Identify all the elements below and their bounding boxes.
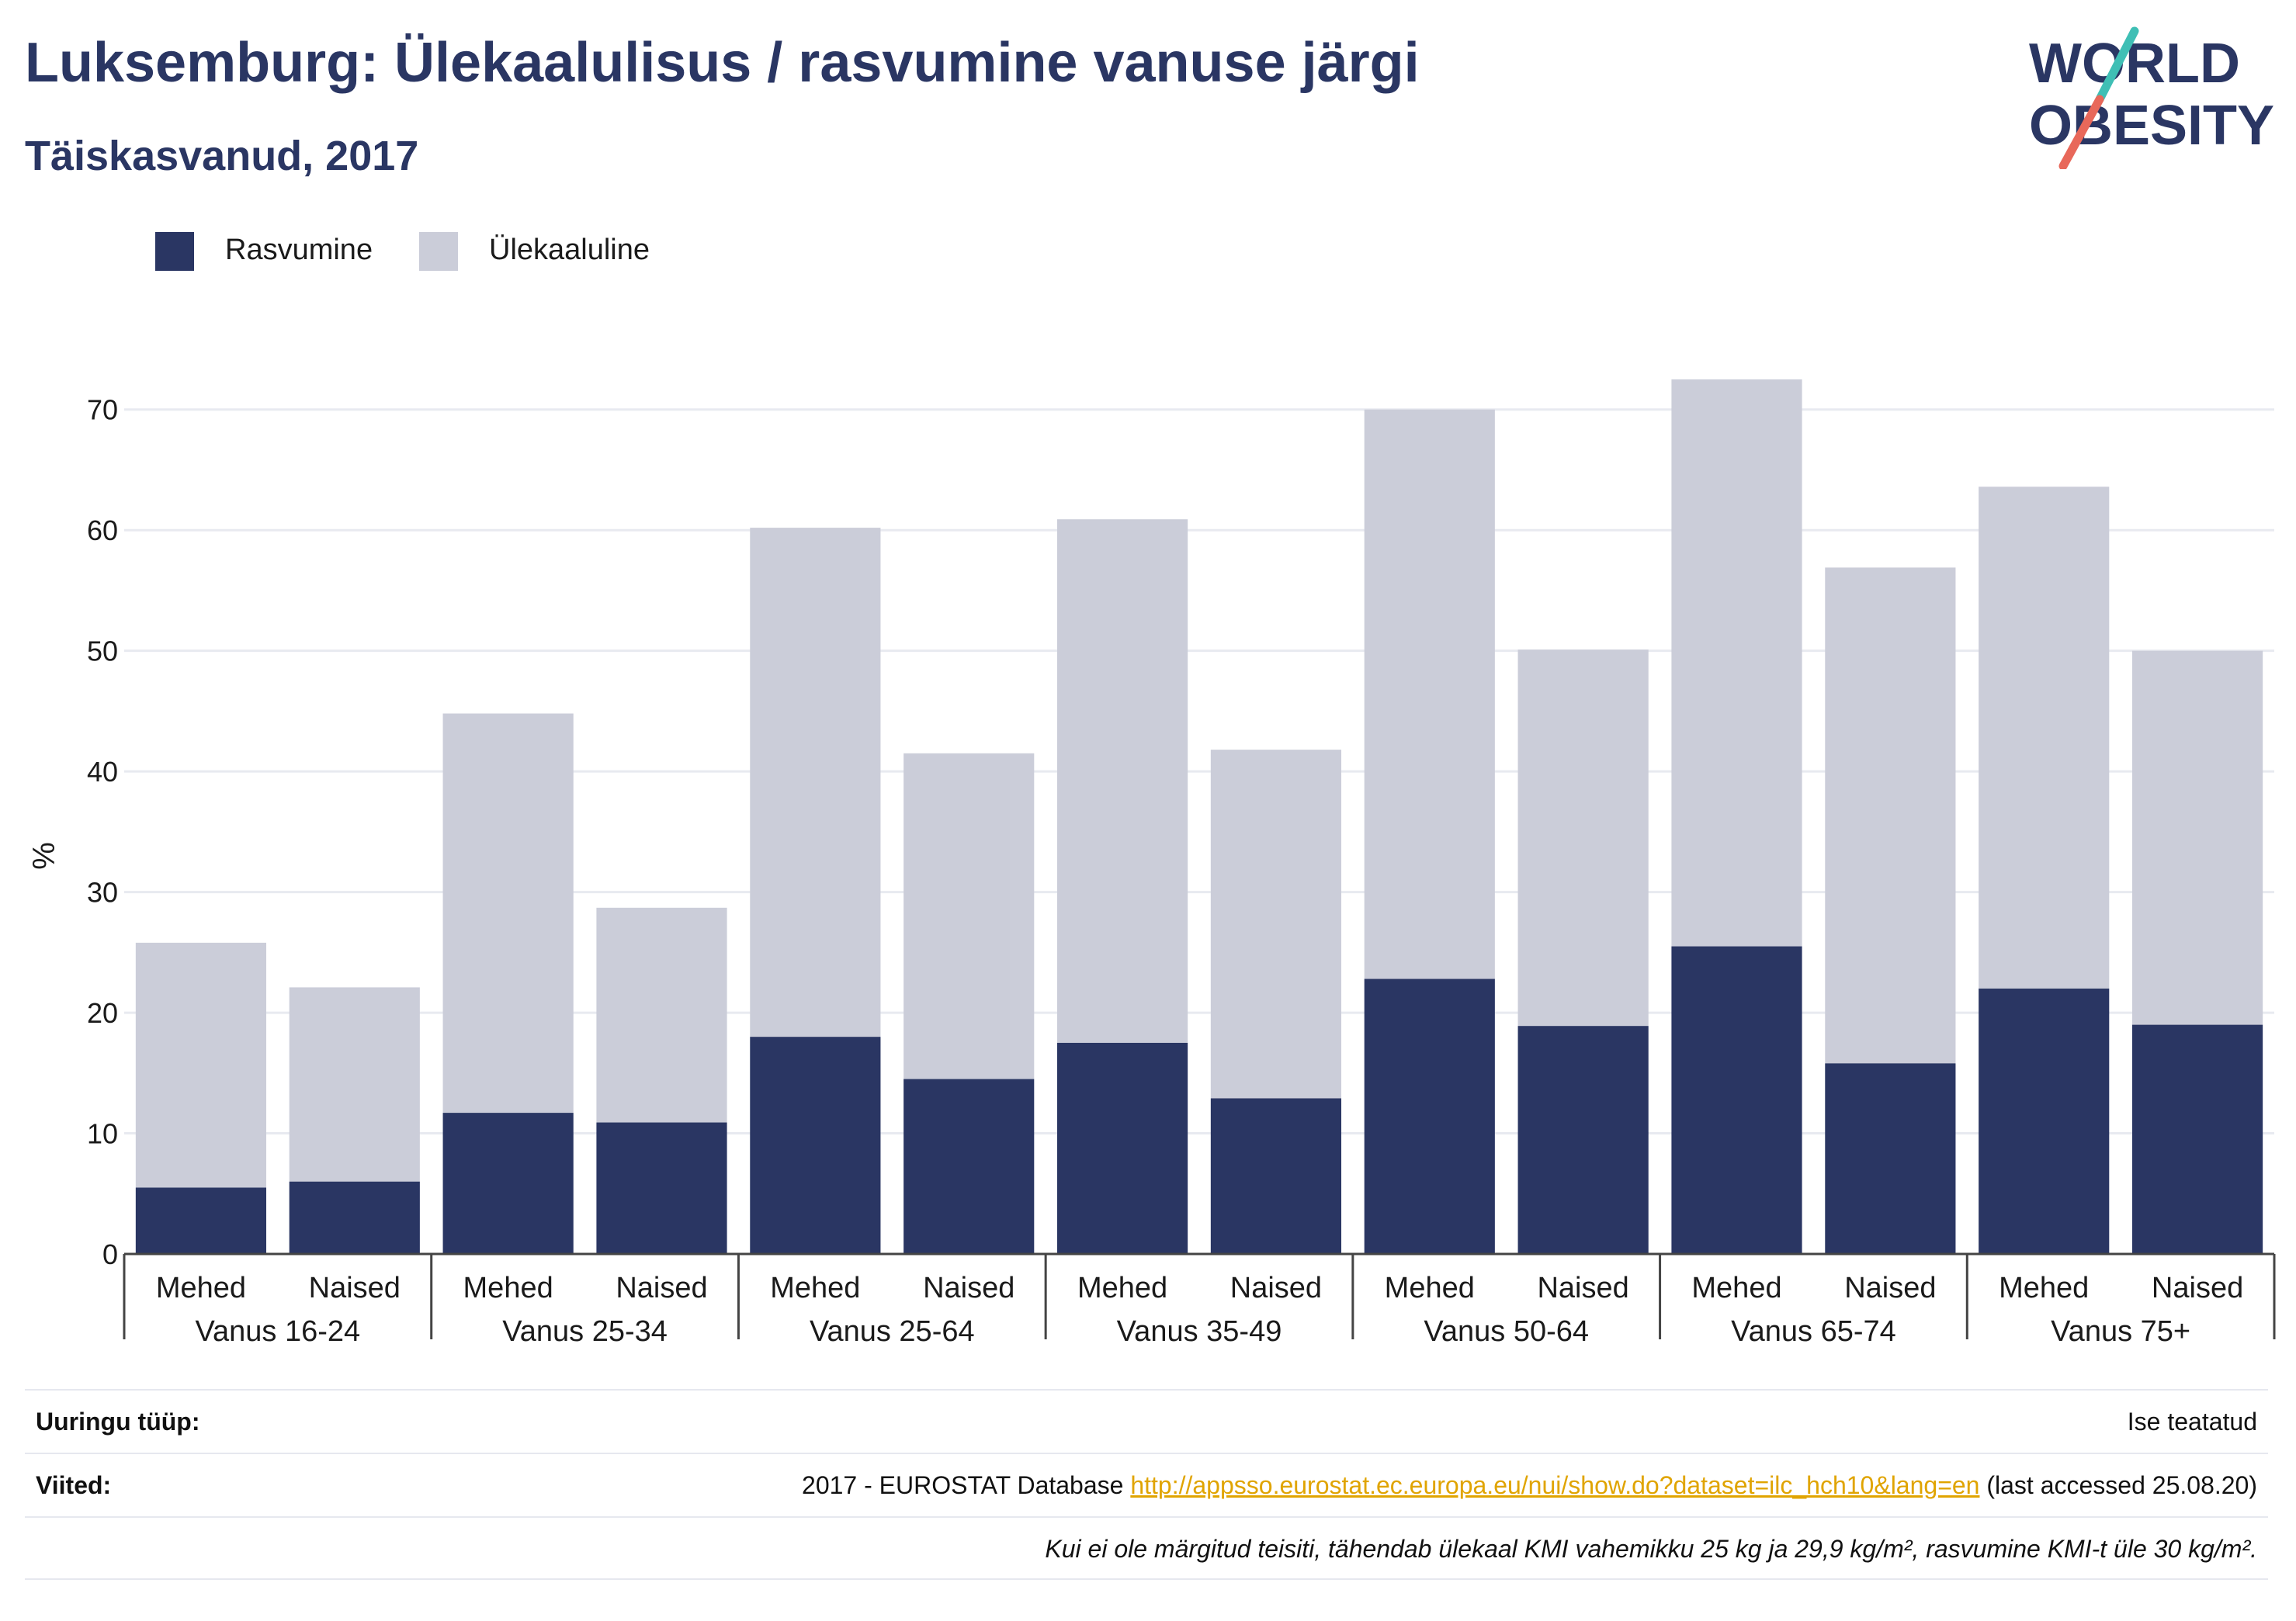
references-prefix: 2017 - EUROSTAT Database [802, 1471, 1131, 1499]
references-link[interactable]: http://appsso.eurostat.ec.europa.eu/nui/… [1130, 1471, 1980, 1499]
footer-divider [25, 1578, 2268, 1580]
x-tick-label: Naised [616, 1272, 707, 1304]
x-tick-label: Mehed [463, 1272, 553, 1304]
bar-obesity [1364, 978, 1495, 1254]
bar-overweight [2131, 650, 2263, 1025]
y-tick-label: 50 [87, 636, 118, 667]
logo-line1: WORLD [2029, 33, 2240, 95]
definition-note: Kui ei ole märgitud teisiti, tähendab ül… [1045, 1535, 2257, 1563]
logo-teal-stroke [2095, 26, 2139, 104]
bar-chart: 0 10 20 30 40 50 60 70% Mehed Naised Mehed Naised Me… [27, 379, 2276, 1348]
x-tick-label: Mehed [1691, 1272, 1781, 1304]
group-label: Vanus 35-49 [1117, 1315, 1282, 1348]
bar-overweight [1056, 519, 1188, 1043]
legend-label-overweight: Ülekaaluline [489, 234, 650, 266]
x-tick-label: Naised [1844, 1272, 1936, 1304]
legend-swatch-overweight [419, 232, 458, 271]
bar-obesity [1825, 1063, 1956, 1254]
bar-obesity [289, 1181, 420, 1254]
bar-overweight [289, 987, 420, 1182]
bar-obesity [2131, 1024, 2263, 1254]
y-tick-label: 60 [87, 514, 118, 546]
bar-overweight [1979, 487, 2110, 989]
x-tick-label: Mehed [1385, 1272, 1475, 1304]
y-tick-label: 20 [87, 997, 118, 1029]
bar-overweight [750, 528, 881, 1037]
bar-overweight [1517, 649, 1649, 1027]
y-tick-label: 30 [87, 877, 118, 909]
bar-obesity [750, 1037, 881, 1254]
x-tick-label: Naised [1537, 1272, 1628, 1304]
y-axis-label: % [27, 842, 61, 870]
group-label: Vanus 25-34 [502, 1315, 668, 1348]
bar-overweight [442, 713, 574, 1114]
footer-note-row: Kui ei ole märgitud teisiti, tähendab ül… [25, 1516, 2268, 1580]
references-value: 2017 - EUROSTAT Database http://appsso.e… [802, 1471, 2257, 1500]
bar-overweight [1671, 379, 1802, 947]
bar-obesity [1517, 1026, 1649, 1254]
group-label: Vanus 25-64 [810, 1315, 975, 1348]
bar-obesity [903, 1079, 1035, 1254]
bar-obesity [596, 1122, 727, 1254]
legend-label-obesity: Rasvumine [225, 234, 373, 266]
x-tick-label: Mehed [1077, 1272, 1167, 1304]
chart-title: Luksemburg: Ülekaalulisus / rasvumine va… [25, 32, 1420, 94]
bar-obesity [1056, 1042, 1188, 1254]
chart-subtitle: Täiskasvanud, 2017 [25, 133, 419, 179]
survey-label: Uuringu tüüp: [36, 1408, 200, 1436]
bar-obesity [1671, 946, 1802, 1254]
references-suffix: (last accessed 25.08.20) [1979, 1471, 2257, 1499]
bar-obesity [1979, 988, 2110, 1254]
x-tick-label: Mehed [770, 1272, 860, 1304]
x-tick-label: Naised [923, 1272, 1014, 1304]
y-tick-label: 0 [102, 1238, 118, 1270]
footer-references-row: Viited: 2017 - EUROSTAT Database http://… [25, 1453, 2268, 1516]
y-tick-label: 40 [87, 756, 118, 788]
y-tick-label: 70 [87, 394, 118, 426]
group-label: Vanus 16-24 [196, 1315, 361, 1348]
y-tick-label: 10 [87, 1118, 118, 1150]
bar-overweight [903, 753, 1035, 1079]
x-tick-label: Mehed [1999, 1272, 2089, 1304]
survey-value: Ise teatatud [2127, 1408, 2257, 1436]
logo-coral-stroke [2058, 95, 2104, 169]
x-tick-label: Naised [2152, 1272, 2243, 1304]
bar-overweight [596, 907, 727, 1123]
group-label: Vanus 75+ [2051, 1315, 2190, 1348]
bar-overweight [135, 942, 267, 1188]
bar-obesity [135, 1187, 267, 1254]
x-tick-label: Mehed [156, 1272, 246, 1304]
bar-obesity [442, 1113, 574, 1254]
x-tick-label: Naised [309, 1272, 401, 1304]
bar-obesity [1210, 1098, 1342, 1254]
bar-overweight [1364, 409, 1495, 979]
x-tick-label: Naised [1230, 1272, 1322, 1304]
world-obesity-logo: WORLD OBESITY [2029, 26, 2274, 169]
references-label: Viited: [36, 1471, 112, 1499]
footer-survey-row: Uuringu tüüp: Ise teatatud [25, 1389, 2268, 1453]
group-label: Vanus 50-64 [1424, 1315, 1589, 1348]
bar-overweight [1825, 567, 1956, 1064]
group-label: Vanus 65-74 [1731, 1315, 1896, 1348]
legend-swatch-obesity [155, 232, 194, 271]
bar-overweight [1210, 750, 1342, 1099]
